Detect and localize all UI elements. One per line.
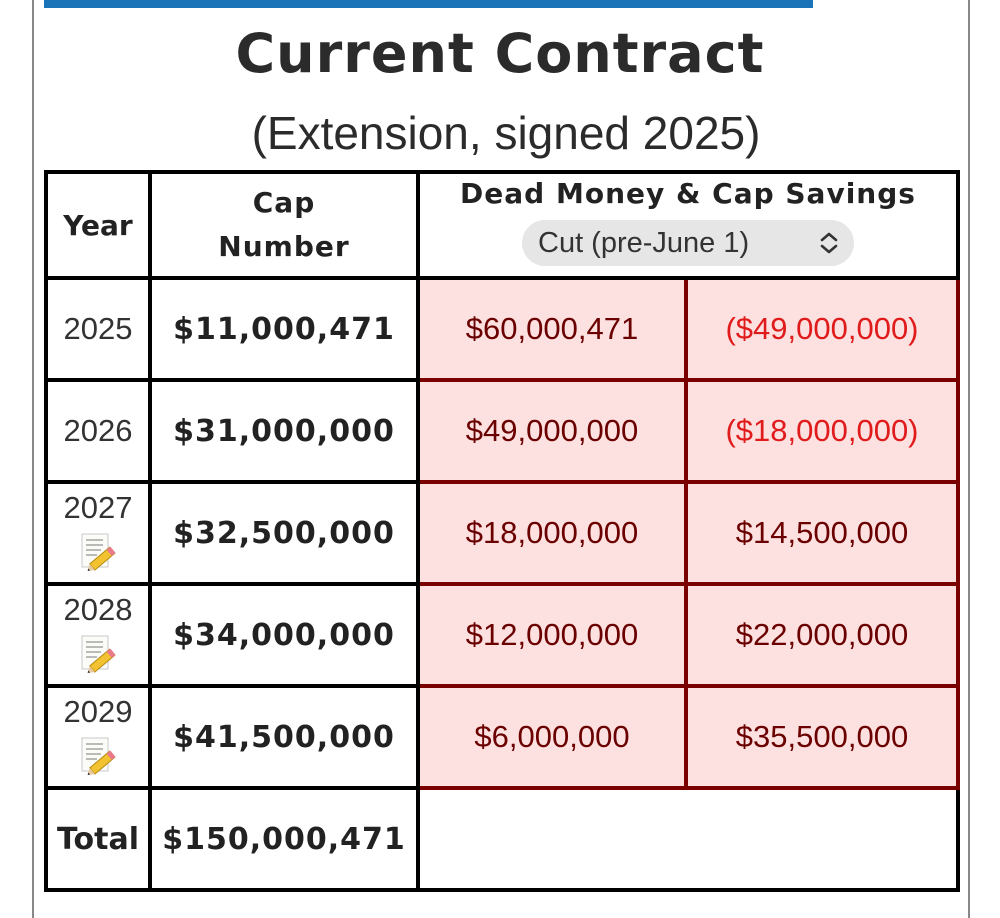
dead-money-cell: $12,000,000 <box>416 582 688 688</box>
column-header-year: Year <box>44 170 152 280</box>
contract-table: Year Cap Number Dead Money & Cap Savings… <box>44 170 960 892</box>
cap-savings-cell: $22,000,000 <box>684 582 960 688</box>
year-cell: 2028 <box>44 582 152 688</box>
top-accent-bar <box>44 0 813 8</box>
memo-pencil-icon <box>81 533 116 571</box>
dead-money-header-label: Dead Money & Cap Savings <box>460 177 916 210</box>
chevron-up-down-icon <box>820 232 838 254</box>
cap-savings-cell: ($49,000,000) <box>684 276 960 382</box>
column-header-cap-number: Cap Number <box>148 170 420 280</box>
dead-money-cell: $6,000,000 <box>416 684 688 790</box>
cut-scenario-select[interactable]: Cut (pre-June 1) <box>522 220 854 266</box>
table-row: 2027 $32,500,000 $18,000,000 $14,500,000 <box>44 480 960 586</box>
year-value: 2026 <box>63 413 133 448</box>
cap-savings-cell: $35,500,000 <box>684 684 960 790</box>
cap-number-cell: $31,000,000 <box>148 378 420 484</box>
page-subtitle: (Extension, signed 2025) <box>251 107 761 159</box>
memo-pencil-icon <box>81 635 116 673</box>
year-value: 2025 <box>63 311 133 346</box>
table-row: 2026 $31,000,000 $49,000,000 ($18,000,000) <box>44 378 960 484</box>
table-header-row: Year Cap Number Dead Money & Cap Savings… <box>44 170 960 280</box>
table-body: 2025 $11,000,471 $60,000,471 ($49,000,000) 2… <box>44 276 960 790</box>
total-label: Total <box>44 786 152 892</box>
cut-scenario-selected-value: Cut (pre-June 1) <box>538 227 750 259</box>
dead-money-cell: $60,000,471 <box>416 276 688 382</box>
cap-savings-cell: ($18,000,000) <box>684 378 960 484</box>
cap-header-line1: Cap <box>252 186 316 219</box>
total-row: Total $150,000,471 <box>44 786 960 892</box>
column-header-dead-money: Dead Money & Cap Savings Cut (pre-June 1… <box>416 170 960 280</box>
table-row: 2025 $11,000,471 $60,000,471 ($49,000,000) <box>44 276 960 382</box>
cap-number-cell: $11,000,471 <box>148 276 420 382</box>
year-cell: 2026 <box>44 378 152 484</box>
cap-number-cell: $41,500,000 <box>148 684 420 790</box>
year-value: 2029 <box>63 694 133 729</box>
cap-header-line2: Number <box>218 230 350 263</box>
memo-pencil-icon <box>81 737 116 775</box>
year-cell: 2029 <box>44 684 152 790</box>
year-value: 2028 <box>63 592 133 627</box>
year-value: 2027 <box>63 490 133 525</box>
dead-money-cell: $49,000,000 <box>416 378 688 484</box>
dead-money-cell: $18,000,000 <box>416 480 688 586</box>
cap-number-cell: $32,500,000 <box>148 480 420 586</box>
page-frame <box>32 0 970 918</box>
cap-savings-cell: $14,500,000 <box>684 480 960 586</box>
total-empty-cell <box>416 786 960 892</box>
cap-number-cell: $34,000,000 <box>148 582 420 688</box>
year-cell: 2027 <box>44 480 152 586</box>
total-cap-number: $150,000,471 <box>148 786 420 892</box>
year-cell: 2025 <box>44 276 152 382</box>
page-title: Current Contract <box>235 22 765 85</box>
table-row: 2029 $41,500,000 $6,000,000 $35,500,000 <box>44 684 960 790</box>
table-row: 2028 $34,000,000 $12,000,000 $22,000,000 <box>44 582 960 688</box>
